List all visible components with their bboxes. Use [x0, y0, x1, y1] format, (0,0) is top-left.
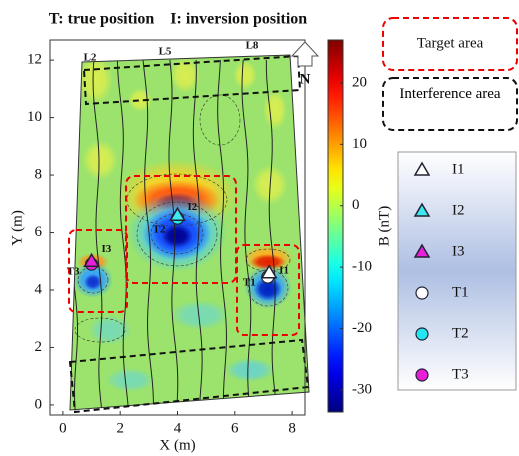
colorbar-tick-label: -20 — [352, 320, 372, 336]
point-label: T2 — [153, 224, 166, 236]
point-label: T1 — [243, 277, 256, 289]
colorbar-tick-label: -10 — [352, 259, 372, 275]
point-label: T3 — [67, 266, 80, 278]
chart-title: T: true position I: inversion position — [49, 11, 308, 28]
interference-label: Interference area — [399, 86, 501, 102]
y-tick-label: 8 — [35, 166, 43, 182]
target-area — [68, 229, 128, 313]
field-patch — [170, 57, 200, 93]
legend-label: I1 — [452, 161, 465, 177]
field-patch — [170, 300, 230, 330]
legend-marker — [413, 161, 431, 176]
field-patch — [82, 140, 118, 180]
legend-marker — [415, 368, 429, 382]
line-label: L2 — [84, 52, 97, 64]
field — [70, 55, 309, 410]
target-area — [125, 175, 237, 284]
field-patch — [263, 90, 287, 130]
survey-line — [116, 59, 129, 410]
interference-legend-box — [382, 77, 518, 131]
colorbar — [327, 39, 344, 413]
triangle-marker — [169, 206, 186, 222]
line-label: L8 — [246, 40, 259, 52]
legend-marker — [413, 202, 431, 217]
point-label: I1 — [279, 264, 289, 276]
interference-area — [82, 54, 302, 106]
legend — [397, 151, 517, 391]
y-axis-label: Y (m) — [9, 210, 25, 246]
north-label: N — [300, 71, 311, 87]
legend-marker — [415, 286, 429, 300]
triangle-marker — [260, 264, 278, 279]
legend-label: T2 — [452, 325, 469, 341]
y-tick-label: 10 — [27, 109, 42, 125]
x-tick-label: 8 — [288, 420, 296, 436]
survey-boundary — [69, 54, 310, 411]
colorbar-tick-label: 20 — [352, 74, 367, 90]
field-patch — [250, 254, 286, 270]
line-label: L5 — [159, 46, 172, 58]
colorbar-tick-label: 0 — [352, 197, 360, 213]
x-tick-label: 4 — [174, 420, 182, 436]
field-patch — [225, 358, 275, 382]
y-tick-label: 6 — [35, 224, 43, 240]
y-tick-label: 12 — [27, 52, 42, 68]
contour — [136, 201, 218, 267]
field-patch — [88, 315, 132, 345]
north-arrow — [290, 41, 320, 67]
survey-line — [142, 59, 154, 410]
field-patch — [161, 224, 193, 248]
legend-marker — [415, 327, 429, 341]
triangle-marker — [83, 252, 100, 268]
colorbar-label: B (nT) — [376, 206, 392, 246]
field-patch — [128, 88, 152, 112]
legend-label: I2 — [452, 202, 465, 218]
legend-label: T1 — [452, 284, 469, 300]
legend-label: I3 — [452, 243, 465, 259]
survey-line — [92, 59, 103, 410]
point-label: I2 — [188, 201, 198, 213]
legend-marker — [413, 243, 431, 258]
x-tick-label: 0 — [59, 420, 67, 436]
field-patch — [233, 60, 257, 90]
field-patch — [84, 274, 102, 290]
contour — [74, 317, 126, 343]
y-tick-label: 2 — [35, 339, 43, 355]
target-legend-box — [382, 17, 518, 71]
x-tick-label: 2 — [116, 420, 124, 436]
survey-line — [168, 59, 179, 410]
legend-label: T3 — [452, 366, 469, 382]
target-label: Target area — [417, 35, 484, 51]
interference-area — [68, 338, 310, 414]
point-label: I3 — [102, 243, 112, 255]
field-patch — [105, 368, 155, 392]
interference-label-wrap: Interference area — [399, 86, 501, 102]
survey-line — [192, 59, 203, 410]
contour — [150, 213, 204, 255]
x-tick-label: 6 — [231, 420, 239, 436]
target-area — [236, 244, 300, 336]
x-axis-label: X (m) — [159, 437, 195, 453]
y-tick-label: 4 — [35, 281, 43, 297]
y-tick-label: 0 — [35, 396, 43, 412]
survey-line — [241, 59, 252, 410]
contour — [247, 269, 289, 307]
colorbar-tick-label: 10 — [352, 136, 367, 152]
colorbar-tick-label: -30 — [352, 381, 372, 397]
survey-line — [217, 59, 227, 410]
survey-line — [265, 59, 278, 410]
